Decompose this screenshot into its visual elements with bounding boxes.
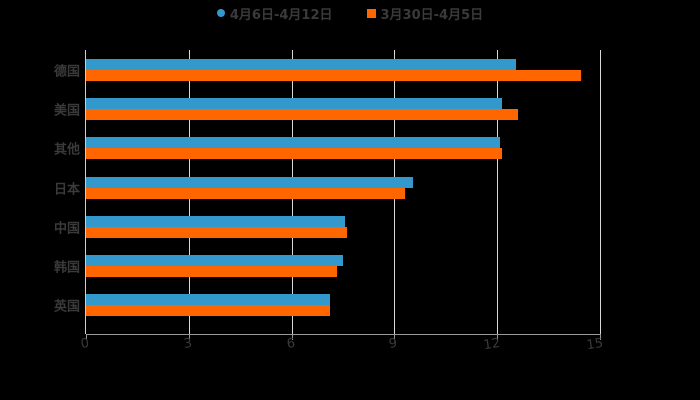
- chart-legend: 4月6日-4月12日 3月30日-4月5日: [0, 4, 700, 23]
- bar[interactable]: [86, 59, 517, 70]
- bar[interactable]: [86, 98, 502, 110]
- legend-circle-icon: [216, 9, 225, 17]
- tick-mark: [394, 334, 396, 340]
- x-tick-label: 3: [182, 336, 193, 353]
- bar[interactable]: [86, 148, 502, 160]
- x-tick-label: 15: [585, 336, 605, 354]
- tick-mark: [497, 334, 499, 340]
- y-category-label: 中国: [53, 221, 80, 237]
- y-category-label: 韩国: [53, 260, 80, 276]
- y-category-label: 德国: [53, 64, 80, 80]
- bar[interactable]: [86, 215, 346, 227]
- y-category-label: 美国: [53, 103, 80, 119]
- x-tick-label: 12: [482, 336, 502, 354]
- bar[interactable]: [86, 70, 582, 81]
- bar[interactable]: [86, 137, 500, 149]
- legend-item-series-2[interactable]: 3月30日-4月5日: [366, 4, 484, 23]
- gridline: [497, 50, 499, 334]
- x-tick-label: 9: [388, 336, 399, 353]
- legend-square-icon: [366, 8, 376, 18]
- y-category-label: 其他: [53, 142, 80, 158]
- tick-mark: [86, 334, 87, 340]
- tick-mark: [600, 334, 601, 340]
- x-tick-label: 6: [285, 336, 296, 353]
- bar[interactable]: [86, 109, 518, 121]
- x-axis-line: [86, 334, 600, 335]
- x-tick-label: 0: [79, 336, 91, 353]
- bar[interactable]: [86, 255, 343, 266]
- bar[interactable]: [86, 226, 348, 238]
- plot-area: [85, 50, 601, 340]
- bar[interactable]: [86, 294, 331, 306]
- bar[interactable]: [86, 305, 331, 317]
- bar[interactable]: [86, 187, 406, 199]
- y-category-label: 日本: [53, 182, 80, 198]
- bar[interactable]: [86, 266, 338, 277]
- legend-item-series-1[interactable]: 4月6日-4月12日: [216, 4, 333, 23]
- tick-mark: [188, 334, 190, 340]
- y-category-label: 英国: [53, 299, 80, 315]
- bar[interactable]: [86, 176, 414, 188]
- legend-label: 3月30日-4月5日: [380, 7, 484, 23]
- gridline: [600, 50, 601, 334]
- legend-label: 4月6日-4月12日: [229, 7, 333, 23]
- y-axis-line: [85, 50, 86, 334]
- tick-mark: [291, 334, 293, 340]
